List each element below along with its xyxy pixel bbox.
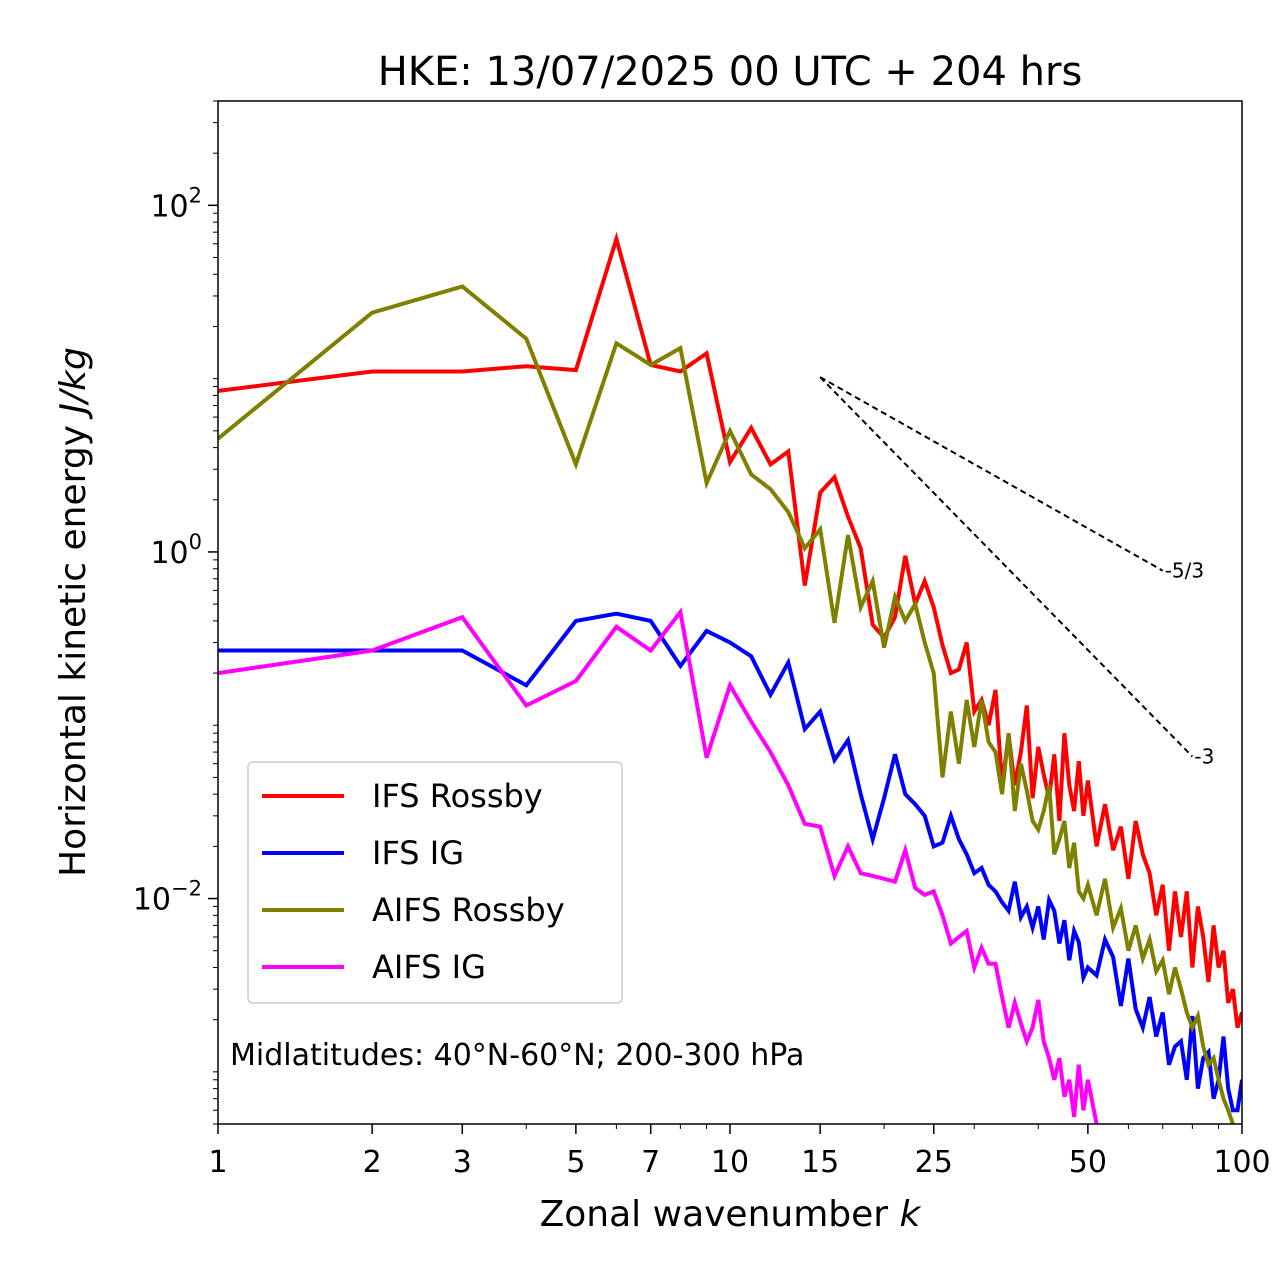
- axes: 1 2 3 5 7 10 15 25 50 100 10−2 100 102: [133, 100, 1271, 1180]
- series-line-aifs-rossby: [218, 284, 1235, 1124]
- x-tick-label: 50: [1069, 1145, 1107, 1180]
- x-axis-title-text: Zonal wavenumber: [540, 1194, 889, 1235]
- x-axis-title: Zonal wavenumber k: [540, 1194, 923, 1235]
- x-tick-label: 15: [801, 1145, 839, 1180]
- x-axis-variable: k: [900, 1194, 923, 1235]
- region-annotation: Midlatitudes: 40°N-60°N; 200-300 hPa: [230, 1038, 804, 1073]
- legend-label-ifs-ig: IFS IG: [372, 834, 464, 872]
- slope-line-5-3: [819, 376, 1164, 572]
- x-tick-label: 3: [453, 1145, 472, 1180]
- x-tick-label: 100: [1213, 1145, 1270, 1180]
- x-tick-label: 5: [566, 1145, 585, 1180]
- y-axis-unit: J/kg: [53, 347, 94, 419]
- series-line-ifs-ig: [218, 611, 1242, 1113]
- legend: IFS Rossby IFS IG AIFS Rossby AIFS IG: [247, 761, 623, 1004]
- chart-title: HKE: 13/07/2025 00 UTC + 204 hrs: [378, 49, 1083, 95]
- legend-box: [247, 761, 623, 1004]
- y-tick-label: 10−2: [133, 877, 202, 918]
- legend-label-aifs-rossby: AIFS Rossby: [372, 891, 565, 929]
- y-tick-label: 102: [150, 183, 202, 224]
- y-tick-label: 100: [150, 530, 202, 571]
- legend-label-ifs-rossby: IFS Rossby: [372, 777, 543, 815]
- y-axis-title: Horizontal kinetic energy J/kg: [53, 347, 94, 877]
- reference-slopes: -5/3 -3: [819, 376, 1214, 769]
- legend-label-aifs-ig: AIFS IG: [372, 948, 486, 986]
- x-tick-label: 1: [208, 1145, 227, 1180]
- x-tick-label: 7: [641, 1145, 660, 1180]
- x-tick-label: 2: [363, 1145, 382, 1180]
- series-layer: [218, 231, 1242, 1124]
- slope-label-3: -3: [1194, 745, 1214, 769]
- series-line-ifs-rossby: [218, 231, 1242, 1029]
- x-tick-label: 25: [915, 1145, 953, 1180]
- slope-label-5-3: -5/3: [1165, 559, 1204, 583]
- x-tick-label: 10: [711, 1145, 749, 1180]
- y-axis-title-text: Horizontal kinetic energy: [53, 425, 94, 877]
- slope-line-3: [819, 376, 1194, 758]
- series-line-aifs-ig: [218, 607, 1099, 1124]
